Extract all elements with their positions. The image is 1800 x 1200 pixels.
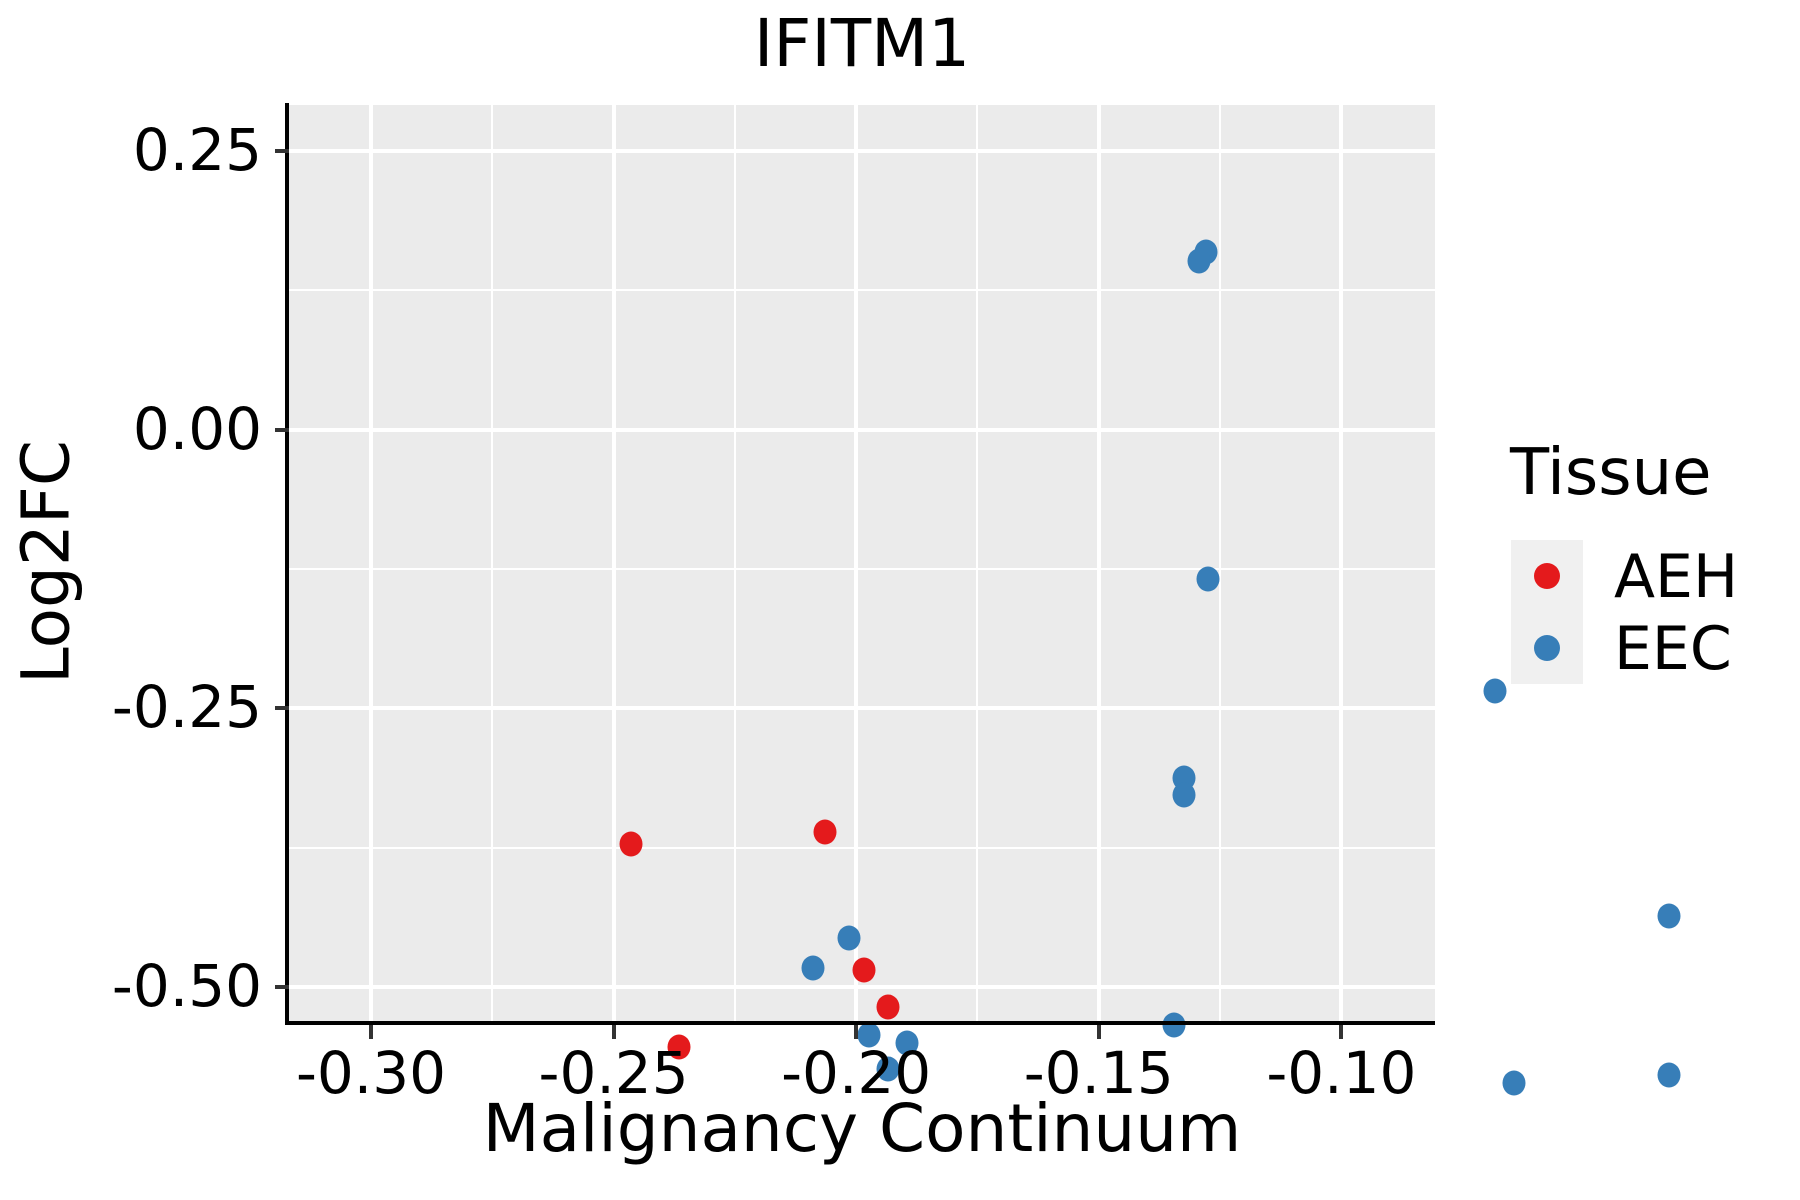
x-minor-gridline [733,105,736,1021]
x-minor-gridline [976,105,979,1021]
aeh-data-point [876,994,900,1020]
x-tick-mark [1096,1025,1101,1039]
y-axis-line [285,103,289,1025]
y-major-gridline [289,985,1435,990]
y-tick-mark [275,149,289,154]
x-major-gridline [1096,105,1101,1021]
x-tick-label: -0.20 [781,1039,932,1107]
x-axis-line [285,1021,1435,1025]
eec-data-point [857,1022,881,1048]
eec-data-point [1196,566,1220,592]
eec-point-swatch-icon [1534,635,1560,661]
legend-key-eec [1511,612,1583,684]
eec-data-point [1483,678,1506,704]
legend-key-aeh [1511,540,1583,612]
x-major-gridline [611,105,616,1021]
eec-data-point [895,1030,919,1056]
legend-title: Tissue [1510,436,1712,510]
y-tick-label: 0.25 [132,116,262,185]
eec-data-point [837,925,861,951]
eec-data-point [1657,903,1681,929]
aeh-data-point [852,957,876,983]
x-tick-mark [611,1025,616,1039]
eec-data-point [1657,1062,1681,1088]
plot-panel [289,105,1681,1096]
legend-label-eec: EEC [1614,614,1732,684]
x-tick-label: -0.25 [538,1039,689,1107]
y-axis-title: Log2FC [7,440,85,684]
y-major-gridline [289,149,1435,154]
y-tick-mark [275,427,289,432]
y-tick-mark [275,706,289,711]
y-minor-gridline [289,568,1435,571]
y-major-gridline [289,706,1435,711]
legend-label-aeh: AEH [1614,542,1739,612]
y-major-gridline [289,427,1435,432]
eec-data-point [801,955,825,981]
x-tick-mark [1339,1025,1344,1039]
eec-data-point [876,1056,900,1082]
aeh-point-swatch-icon [1534,563,1560,589]
x-axis-title: Malignancy Continuum [482,1090,1242,1167]
aeh-data-point [813,819,837,845]
x-major-gridline [368,105,373,1021]
y-tick-mark [275,985,289,990]
x-tick-label: -0.15 [1023,1039,1174,1107]
x-major-gridline [1339,105,1344,1021]
eec-data-point [1162,1012,1186,1038]
x-tick-mark [854,1025,859,1039]
aeh-data-point [667,1034,691,1059]
y-minor-gridline [289,289,1435,292]
y-minor-gridline [289,846,1435,849]
x-tick-mark [368,1025,373,1039]
x-minor-gridline [1219,105,1222,1021]
plot-title: IFITM1 [753,5,971,82]
x-tick-label: -0.10 [1266,1039,1417,1107]
x-major-gridline [854,105,859,1021]
x-minor-gridline [491,105,494,1021]
aeh-data-point [619,831,643,857]
y-tick-label: -0.50 [111,952,262,1021]
eec-data-point [1187,248,1211,274]
y-tick-label: -0.25 [111,673,262,742]
eec-data-point [1502,1070,1526,1096]
y-tick-label: 0.00 [132,394,262,463]
x-tick-label: -0.30 [295,1039,447,1107]
eec-data-point [1172,782,1196,808]
